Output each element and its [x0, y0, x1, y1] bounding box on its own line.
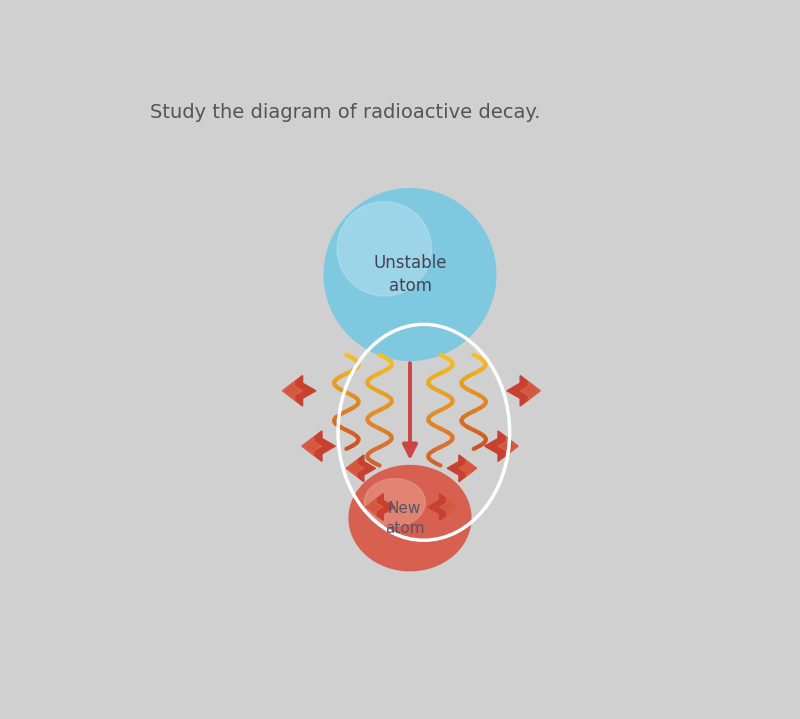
Polygon shape: [459, 460, 477, 476]
Polygon shape: [302, 431, 335, 462]
Polygon shape: [282, 375, 316, 406]
Polygon shape: [447, 455, 477, 482]
Polygon shape: [520, 382, 540, 400]
Polygon shape: [366, 494, 395, 521]
Polygon shape: [439, 499, 457, 515]
Polygon shape: [346, 455, 375, 482]
Polygon shape: [498, 437, 518, 455]
Ellipse shape: [349, 465, 471, 571]
Ellipse shape: [364, 479, 426, 526]
Text: New
atom: New atom: [385, 500, 424, 536]
Text: Unstable
atom: Unstable atom: [374, 254, 446, 296]
Polygon shape: [346, 460, 364, 476]
Text: Study the diagram of radioactive decay.: Study the diagram of radioactive decay.: [150, 103, 540, 122]
Circle shape: [324, 188, 496, 360]
Polygon shape: [485, 431, 518, 462]
Polygon shape: [428, 494, 457, 521]
Polygon shape: [366, 499, 383, 515]
Polygon shape: [282, 382, 302, 400]
Polygon shape: [302, 437, 322, 455]
Polygon shape: [507, 375, 540, 406]
Circle shape: [337, 201, 431, 296]
